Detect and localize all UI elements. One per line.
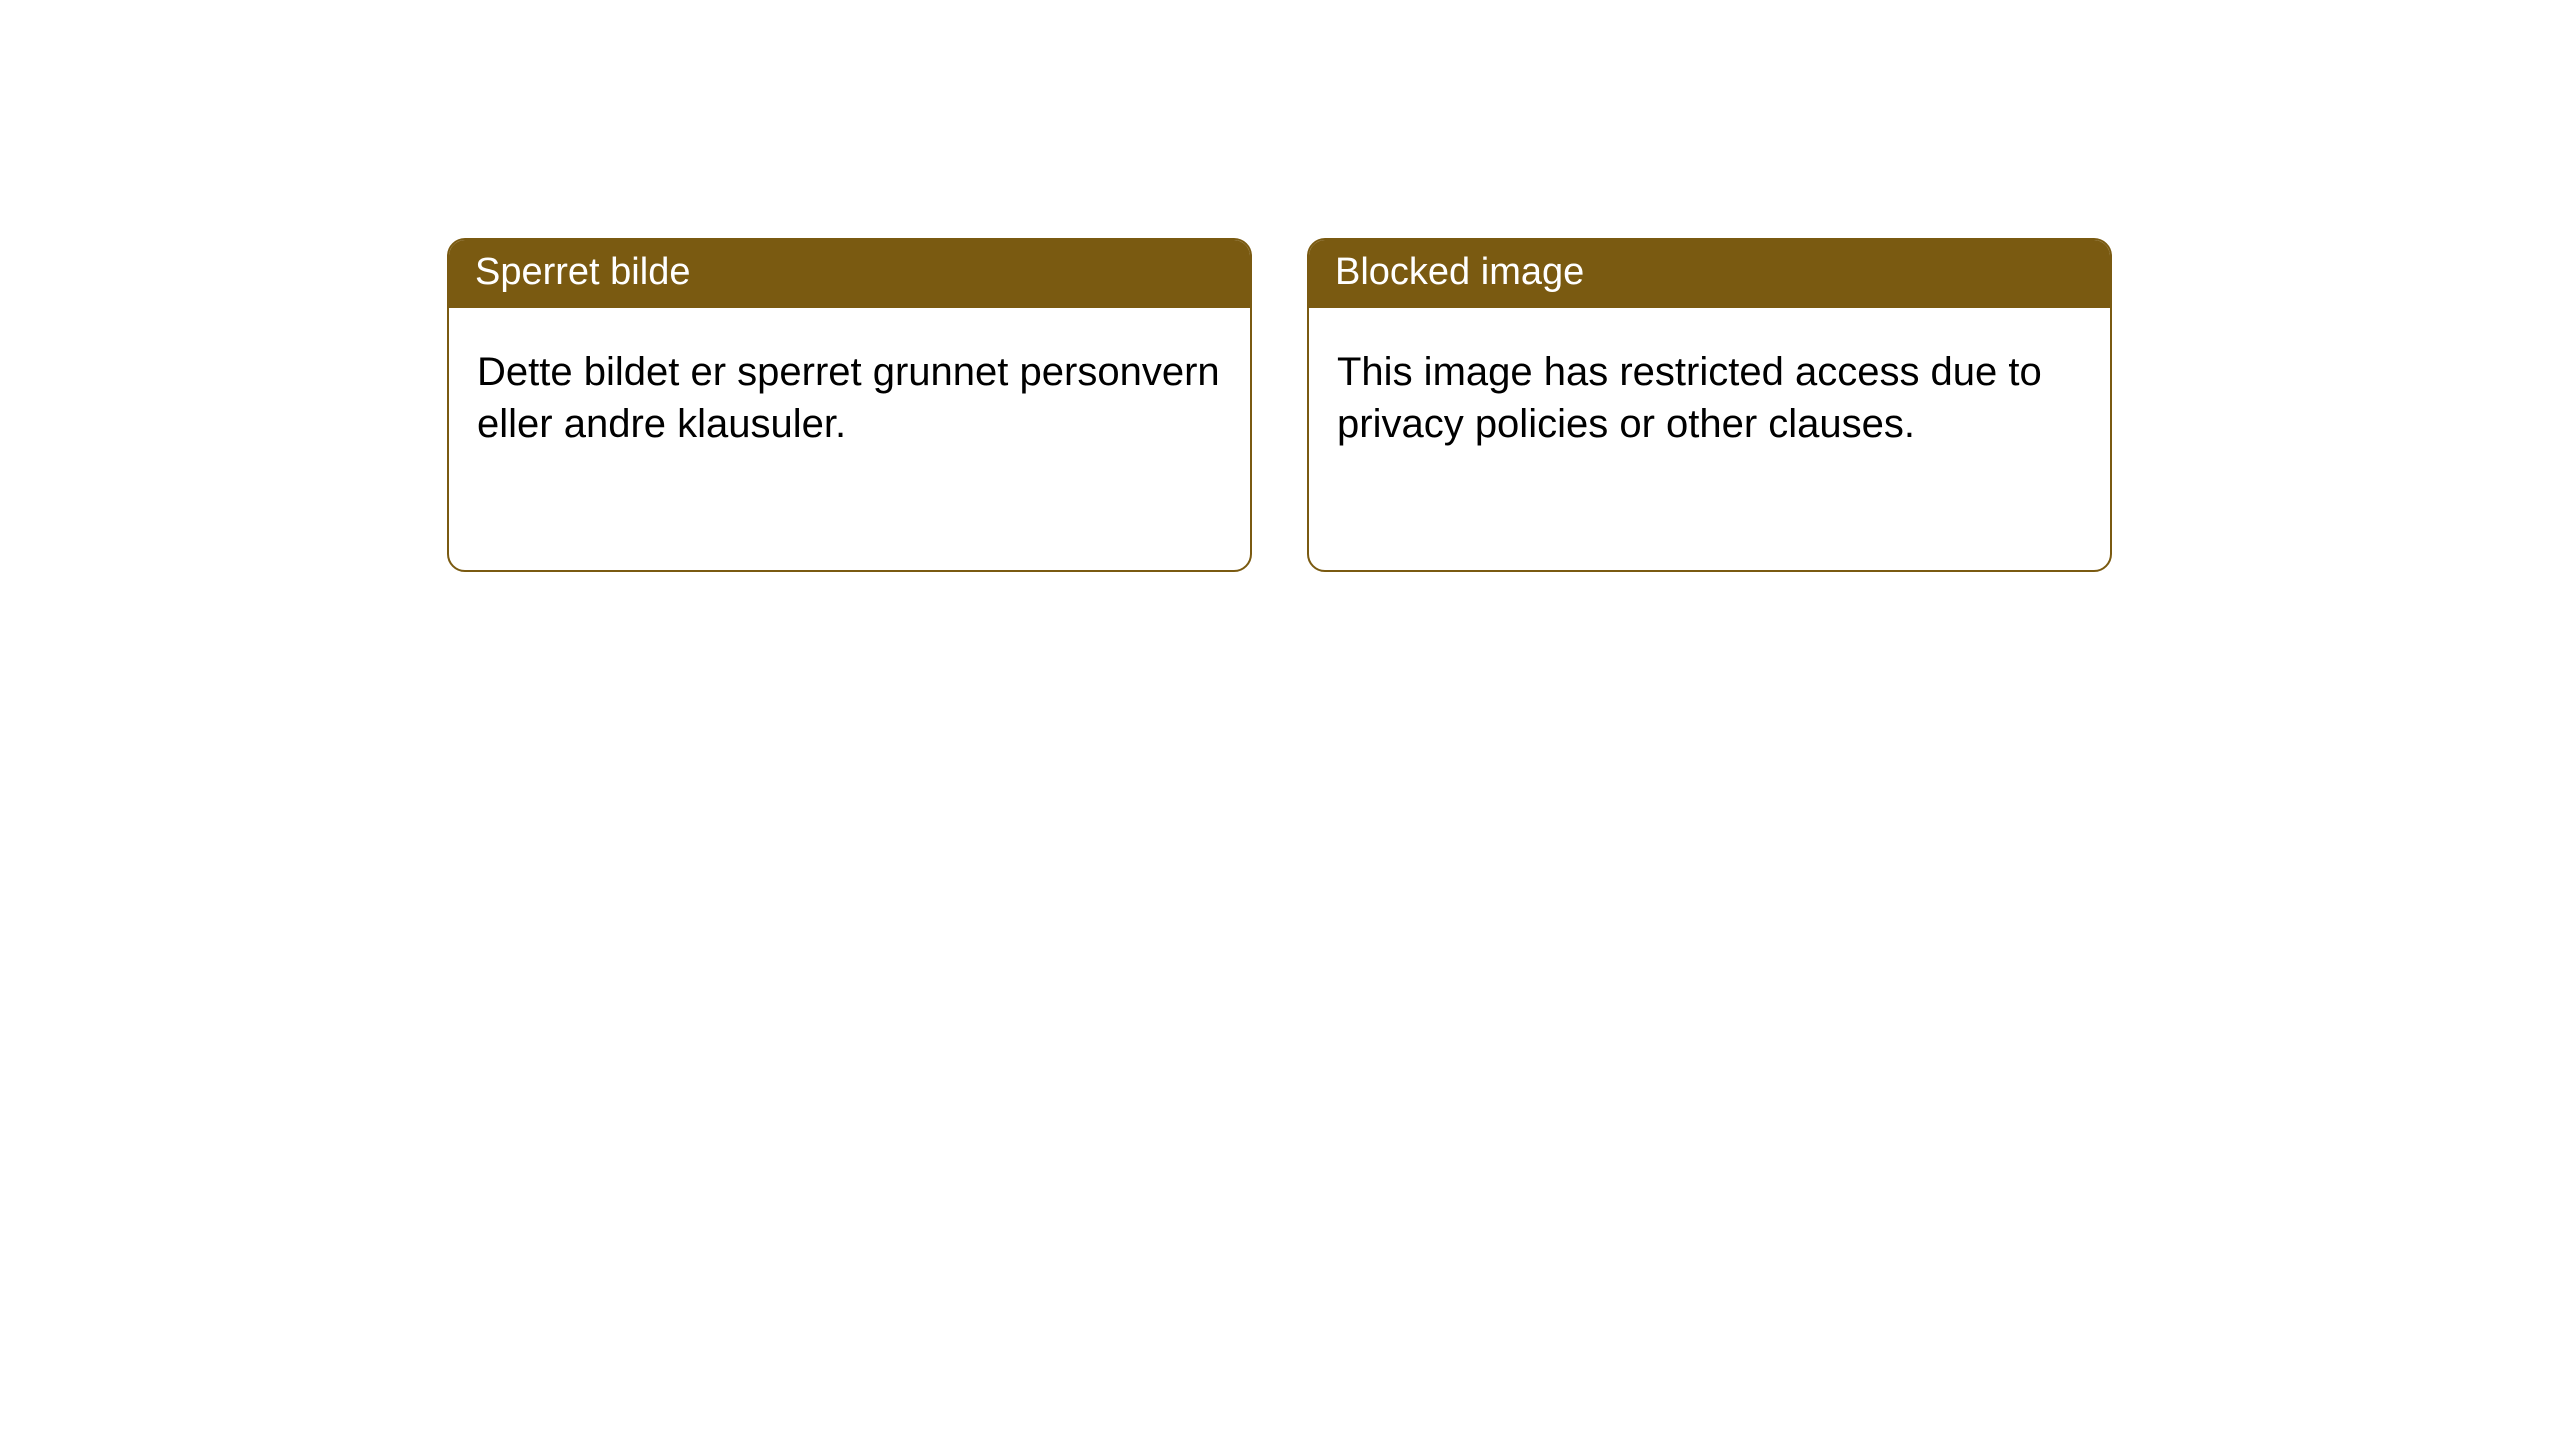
card-title: Sperret bilde — [475, 251, 690, 293]
card-header: Sperret bilde — [449, 240, 1250, 308]
notice-card-norwegian: Sperret bilde Dette bildet er sperret gr… — [447, 238, 1252, 572]
card-title: Blocked image — [1335, 251, 1584, 293]
card-body-text: Dette bildet er sperret grunnet personve… — [477, 350, 1220, 446]
card-header: Blocked image — [1309, 240, 2110, 308]
card-body: This image has restricted access due to … — [1309, 308, 2110, 478]
notice-container: Sperret bilde Dette bildet er sperret gr… — [0, 0, 2560, 572]
notice-card-english: Blocked image This image has restricted … — [1307, 238, 2112, 572]
card-body: Dette bildet er sperret grunnet personve… — [449, 308, 1250, 478]
card-body-text: This image has restricted access due to … — [1337, 350, 2042, 446]
